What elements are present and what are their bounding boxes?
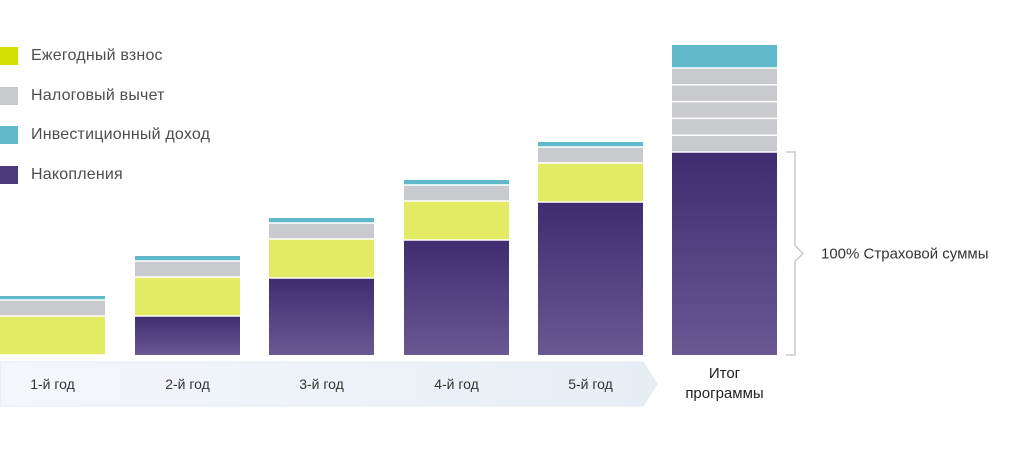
bar-segment-savings: Накопления: 39: [135, 316, 240, 355]
legend-swatch-savings: [0, 166, 18, 184]
bar-segment-tax-deduction: Налоговый вычет: 84: [672, 68, 777, 152]
bar-segment-investment-income: Инвестиционный доход: 23: [672, 45, 777, 68]
bar-4: Накопления: 115Ежегодный взнос: 39Налого…: [404, 180, 509, 355]
legend-label-annual-contribution: Ежегодный взнос: [31, 47, 163, 64]
bar-segment-savings: Накопления: 77: [269, 278, 374, 355]
x-tick-label-3: 3-й год: [299, 376, 344, 392]
x-tick-label-6: Итог программы: [685, 365, 763, 402]
bars: Ежегодный взнос: 39Налоговый вычет: 16Ин…: [0, 45, 777, 356]
total-bracket: 100% Страховой суммы: [786, 151, 989, 356]
x-tick-label-1: 1-й год: [30, 376, 75, 392]
bar-segment-savings: Накопления: 203: [672, 152, 777, 355]
bar-segment-savings: Накопления: 115: [404, 240, 509, 355]
bar-segment-investment-income: Инвестиционный доход: 5: [404, 180, 509, 185]
bar-segment-savings: Накопления: 153: [538, 202, 643, 355]
legend-item-annual-contribution: Ежегодный взнос: [0, 44, 163, 68]
bar-segment-tax-deduction: Налоговый вычет: 16: [0, 300, 105, 316]
bar-segment-investment-income: Инвестиционный доход: 5: [135, 256, 240, 261]
bar-segment-investment-income: Инвестиционный доход: 5: [538, 142, 643, 147]
bar-segment-tax-deduction: Налоговый вычет: 16: [538, 147, 643, 163]
bar-segment-annual-contribution: Ежегодный взнос: 39: [404, 201, 509, 240]
bar-segment-investment-income: Инвестиционный доход: 5: [269, 218, 374, 223]
bar-segment-tax-deduction: Налоговый вычет: 16: [269, 223, 374, 239]
x-tick-label-2: 2-й год: [165, 376, 210, 392]
x-tick-labels: 1-й год 2-й год 3-й год 4-й год 5-й год Итог п…: [30, 365, 763, 402]
legend-label-savings: Накопления: [31, 166, 123, 183]
x-axis-band-shape: [0, 361, 658, 407]
legend-swatch-investment-income: [0, 126, 18, 144]
bar-1: Ежегодный взнос: 39Налоговый вычет: 16Ин…: [0, 296, 105, 356]
legend-item-investment-income: Инвестиционный доход: [0, 123, 210, 147]
bar-segment-tax-deduction: Налоговый вычет: 16: [135, 261, 240, 277]
annotation-insured-sum: 100% Страховой суммы: [821, 246, 989, 263]
legend-label-investment-income: Инвестиционный доход: [31, 126, 211, 143]
legend-label-tax-deduction: Налоговый вычет: [31, 87, 165, 104]
bar-segment-tax-deduction: Налоговый вычет: 16: [404, 185, 509, 201]
x-tick-label-4: 4-й год: [434, 376, 479, 392]
bar-5: Накопления: 153Ежегодный взнос: 39Налого…: [538, 142, 643, 355]
bar-segment-annual-contribution: Ежегодный взнос: 39: [0, 316, 105, 355]
bar-6: Накопления: 203Налоговый вычет: 84Инвест…: [672, 45, 777, 355]
legend-swatch-tax-deduction: [0, 87, 18, 105]
bracket-shape: [786, 151, 805, 356]
x-axis-band: [0, 361, 658, 407]
legend-swatch-annual-contribution: [0, 47, 18, 65]
bar-segment-annual-contribution: Ежегодный взнос: 39: [135, 277, 240, 316]
legend-item-tax-deduction: Налоговый вычет: [0, 84, 165, 108]
bar-segment-annual-contribution: Ежегодный взнос: 39: [538, 163, 643, 202]
legend-item-savings: Накопления: [0, 163, 123, 187]
bar-segment-investment-income: Инвестиционный доход: 4: [0, 296, 105, 300]
x-tick-label-5: 5-й год: [568, 376, 613, 392]
bar-3: Накопления: 77Ежегодный взнос: 39Налогов…: [269, 218, 374, 355]
bar-2: Накопления: 39Ежегодный взнос: 39Налогов…: [135, 256, 240, 355]
bar-segment-annual-contribution: Ежегодный взнос: 39: [269, 239, 374, 278]
